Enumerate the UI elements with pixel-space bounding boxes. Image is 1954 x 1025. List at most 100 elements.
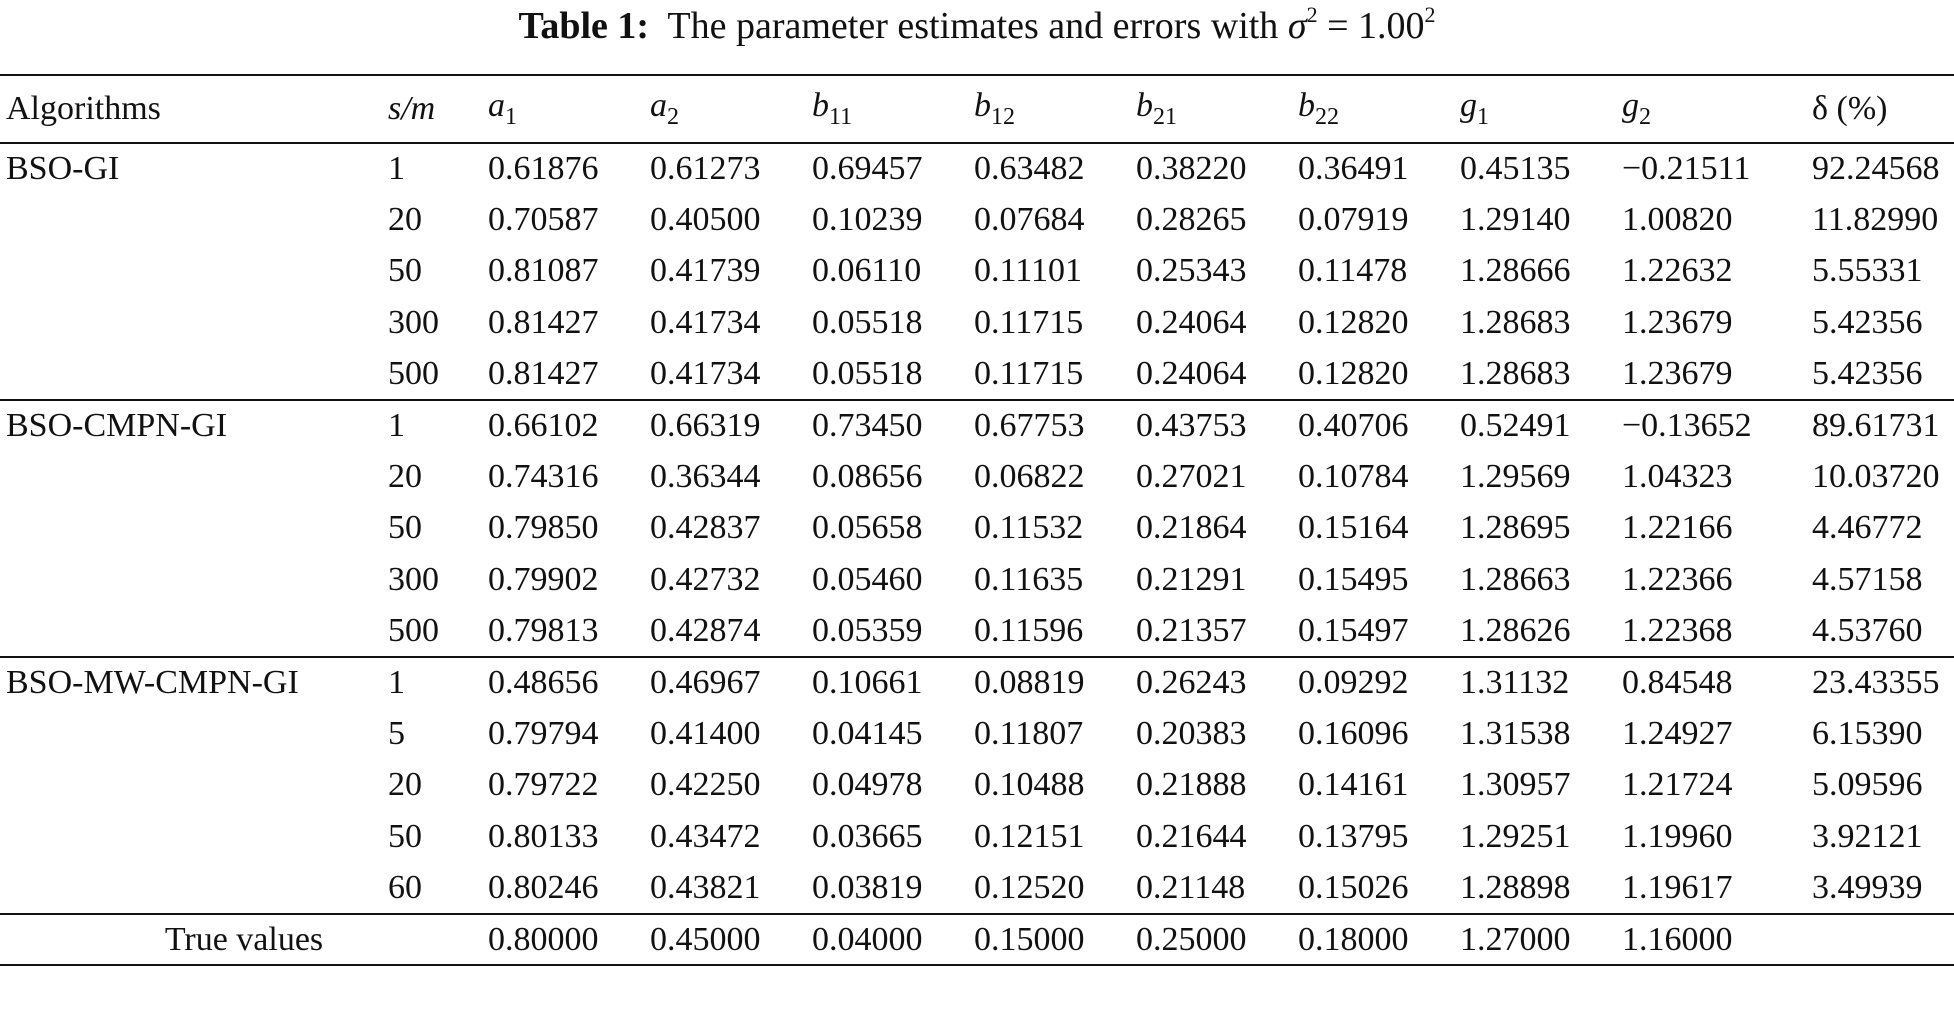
estimate-cell: 0.41734 [650,354,761,392]
estimate-cell: 0.09292 [1298,664,1409,702]
header-row: Algorithms s/m a1 a2 b11 b12 b21 b22 g1 … [0,75,1954,143]
estimate-cell: 0.11532 [974,509,1084,547]
sm-cell: 50 [388,509,422,547]
estimate-cell: 0.04978 [812,766,923,804]
estimate-cell: 0.10661 [812,664,923,702]
estimate-cell: 1.29251 [1460,817,1571,855]
table-row: BSO-CMPN-GI 1 0.66102 0.66319 0.73450 0.67753… [0,399,1954,451]
header-algorithms: Algorithms [6,90,161,127]
estimate-cell: 1.31132 [1460,664,1570,702]
estimate-cell: 0.42732 [650,560,761,598]
estimate-cell: 0.69457 [812,150,923,188]
table-row: 60 0.80246 0.43821 0.03819 0.12520 0.21148 0.1… [0,862,1954,913]
delta-cell: 4.53760 [1812,611,1923,649]
header-a2: a2 [650,87,679,130]
estimate-cell: 0.12820 [1298,303,1409,341]
sm-cell: 60 [388,868,422,906]
estimate-cell: 0.11715 [974,303,1084,341]
estimate-cell: 1.30957 [1460,766,1571,804]
estimate-cell: 1.29140 [1460,201,1571,239]
caption-sigma-exponent: 2 [1306,2,1318,27]
estimate-cell: 0.26243 [1136,664,1247,702]
estimate-cell: 0.63482 [974,150,1085,188]
estimate-cell: 0.81427 [488,354,599,392]
algorithm-name [0,503,382,554]
estimate-cell: 1.23679 [1622,354,1733,392]
estimate-cell: 1.28666 [1460,252,1571,290]
delta-cell: 6.15390 [1812,714,1923,752]
estimate-cell: 0.10239 [812,201,923,239]
algorithm-name: BSO-CMPN-GI [6,407,228,445]
estimate-cell: 0.42874 [650,611,761,649]
true-values-row: True values 0.80000 0.45000 0.04000 0.15000 0… [0,913,1954,966]
algorithm-name [0,194,382,245]
estimate-cell: 0.66102 [488,407,599,445]
estimate-cell: 0.70587 [488,201,599,239]
true-values-label: True values [164,920,324,958]
table-row: 50 0.80133 0.43472 0.03665 0.12151 0.21644 0.1… [0,811,1954,862]
algorithm-name [0,862,382,913]
header-b11: b11 [812,87,853,130]
sm-cell: 20 [388,458,422,496]
estimate-cell: 0.79902 [488,560,599,598]
estimate-cell: 0.74316 [488,458,599,496]
estimate-cell: 0.46967 [650,664,761,702]
estimate-cell: 0.79850 [488,509,599,547]
estimate-cell: 1.19617 [1622,868,1733,906]
table-row: 50 0.81087 0.41739 0.06110 0.11101 0.25343 0.1… [0,246,1954,297]
estimate-cell: 0.67753 [974,407,1085,445]
estimate-cell: 1.22632 [1622,252,1733,290]
estimate-cell: 0.20383 [1136,714,1247,752]
delta-cell: 10.03720 [1812,458,1940,496]
estimate-cell: 0.15497 [1298,611,1409,649]
estimate-cell: 0.13795 [1298,817,1409,855]
estimate-cell: 0.05460 [812,560,923,598]
estimate-cell: 0.12820 [1298,354,1409,392]
table-row: 300 0.79902 0.42732 0.05460 0.11635 0.21291 0.… [0,554,1954,605]
estimate-cell: 0.61876 [488,150,599,188]
header-g2: g2 [1622,87,1651,130]
sm-cell: 50 [388,817,422,855]
estimate-cell: 0.24064 [1136,303,1247,341]
true-value-cell: 1.27000 [1460,920,1571,958]
table-row: 500 0.79813 0.42874 0.05359 0.11596 0.21357 0.… [0,606,1954,657]
table-row: 20 0.79722 0.42250 0.04978 0.10488 0.21888 0.1… [0,760,1954,811]
parameter-estimates-table: Algorithms s/m a1 a2 b11 b12 b21 b22 g1 … [0,74,1954,966]
delta-cell: 5.55331 [1812,252,1923,290]
estimate-cell: 0.21148 [1136,868,1246,906]
estimate-cell: 0.28265 [1136,201,1247,239]
estimate-cell: 0.79722 [488,766,599,804]
delta-cell: 23.43355 [1812,664,1940,702]
estimate-cell: 0.11715 [974,354,1084,392]
algorithm-name [0,554,382,605]
estimate-cell: 1.28898 [1460,868,1571,906]
estimate-cell: 0.12151 [974,817,1085,855]
estimate-cell: 0.06110 [812,252,922,290]
true-value-cell: 0.45000 [650,920,761,958]
estimate-cell: 0.45135 [1460,150,1571,188]
true-value-cell: 0.25000 [1136,920,1247,958]
estimate-cell: 0.05518 [812,303,923,341]
table-row: 5 0.79794 0.41400 0.04145 0.11807 0.20383 0.16… [0,708,1954,759]
caption-value-exponent: 2 [1424,2,1436,27]
header-a1: a1 [488,87,517,130]
estimate-cell: 1.22366 [1622,560,1733,598]
estimate-cell: 0.73450 [812,407,923,445]
estimate-cell: 1.28663 [1460,560,1571,598]
estimate-cell: 0.03819 [812,868,923,906]
estimate-cell: 0.08819 [974,664,1085,702]
estimate-cell: 0.80133 [488,817,599,855]
estimate-cell: 0.52491 [1460,407,1571,445]
estimate-cell: 0.61273 [650,150,761,188]
table-row: 300 0.81427 0.41734 0.05518 0.11715 0.24064 0.… [0,297,1954,348]
algorithm-name [0,349,382,400]
estimate-cell: 0.84548 [1622,664,1733,702]
estimate-cell: 0.05359 [812,611,923,649]
estimate-cell: 0.42837 [650,509,761,547]
delta-cell: 4.57158 [1812,560,1923,598]
estimate-cell: 0.24064 [1136,354,1247,392]
table-row: BSO-MW-CMPN-GI 1 0.48656 0.46967 0.10661 0.08… [0,656,1954,708]
estimate-cell: 0.21357 [1136,611,1247,649]
estimate-cell: 0.79813 [488,611,599,649]
estimate-cell: 1.28683 [1460,303,1571,341]
